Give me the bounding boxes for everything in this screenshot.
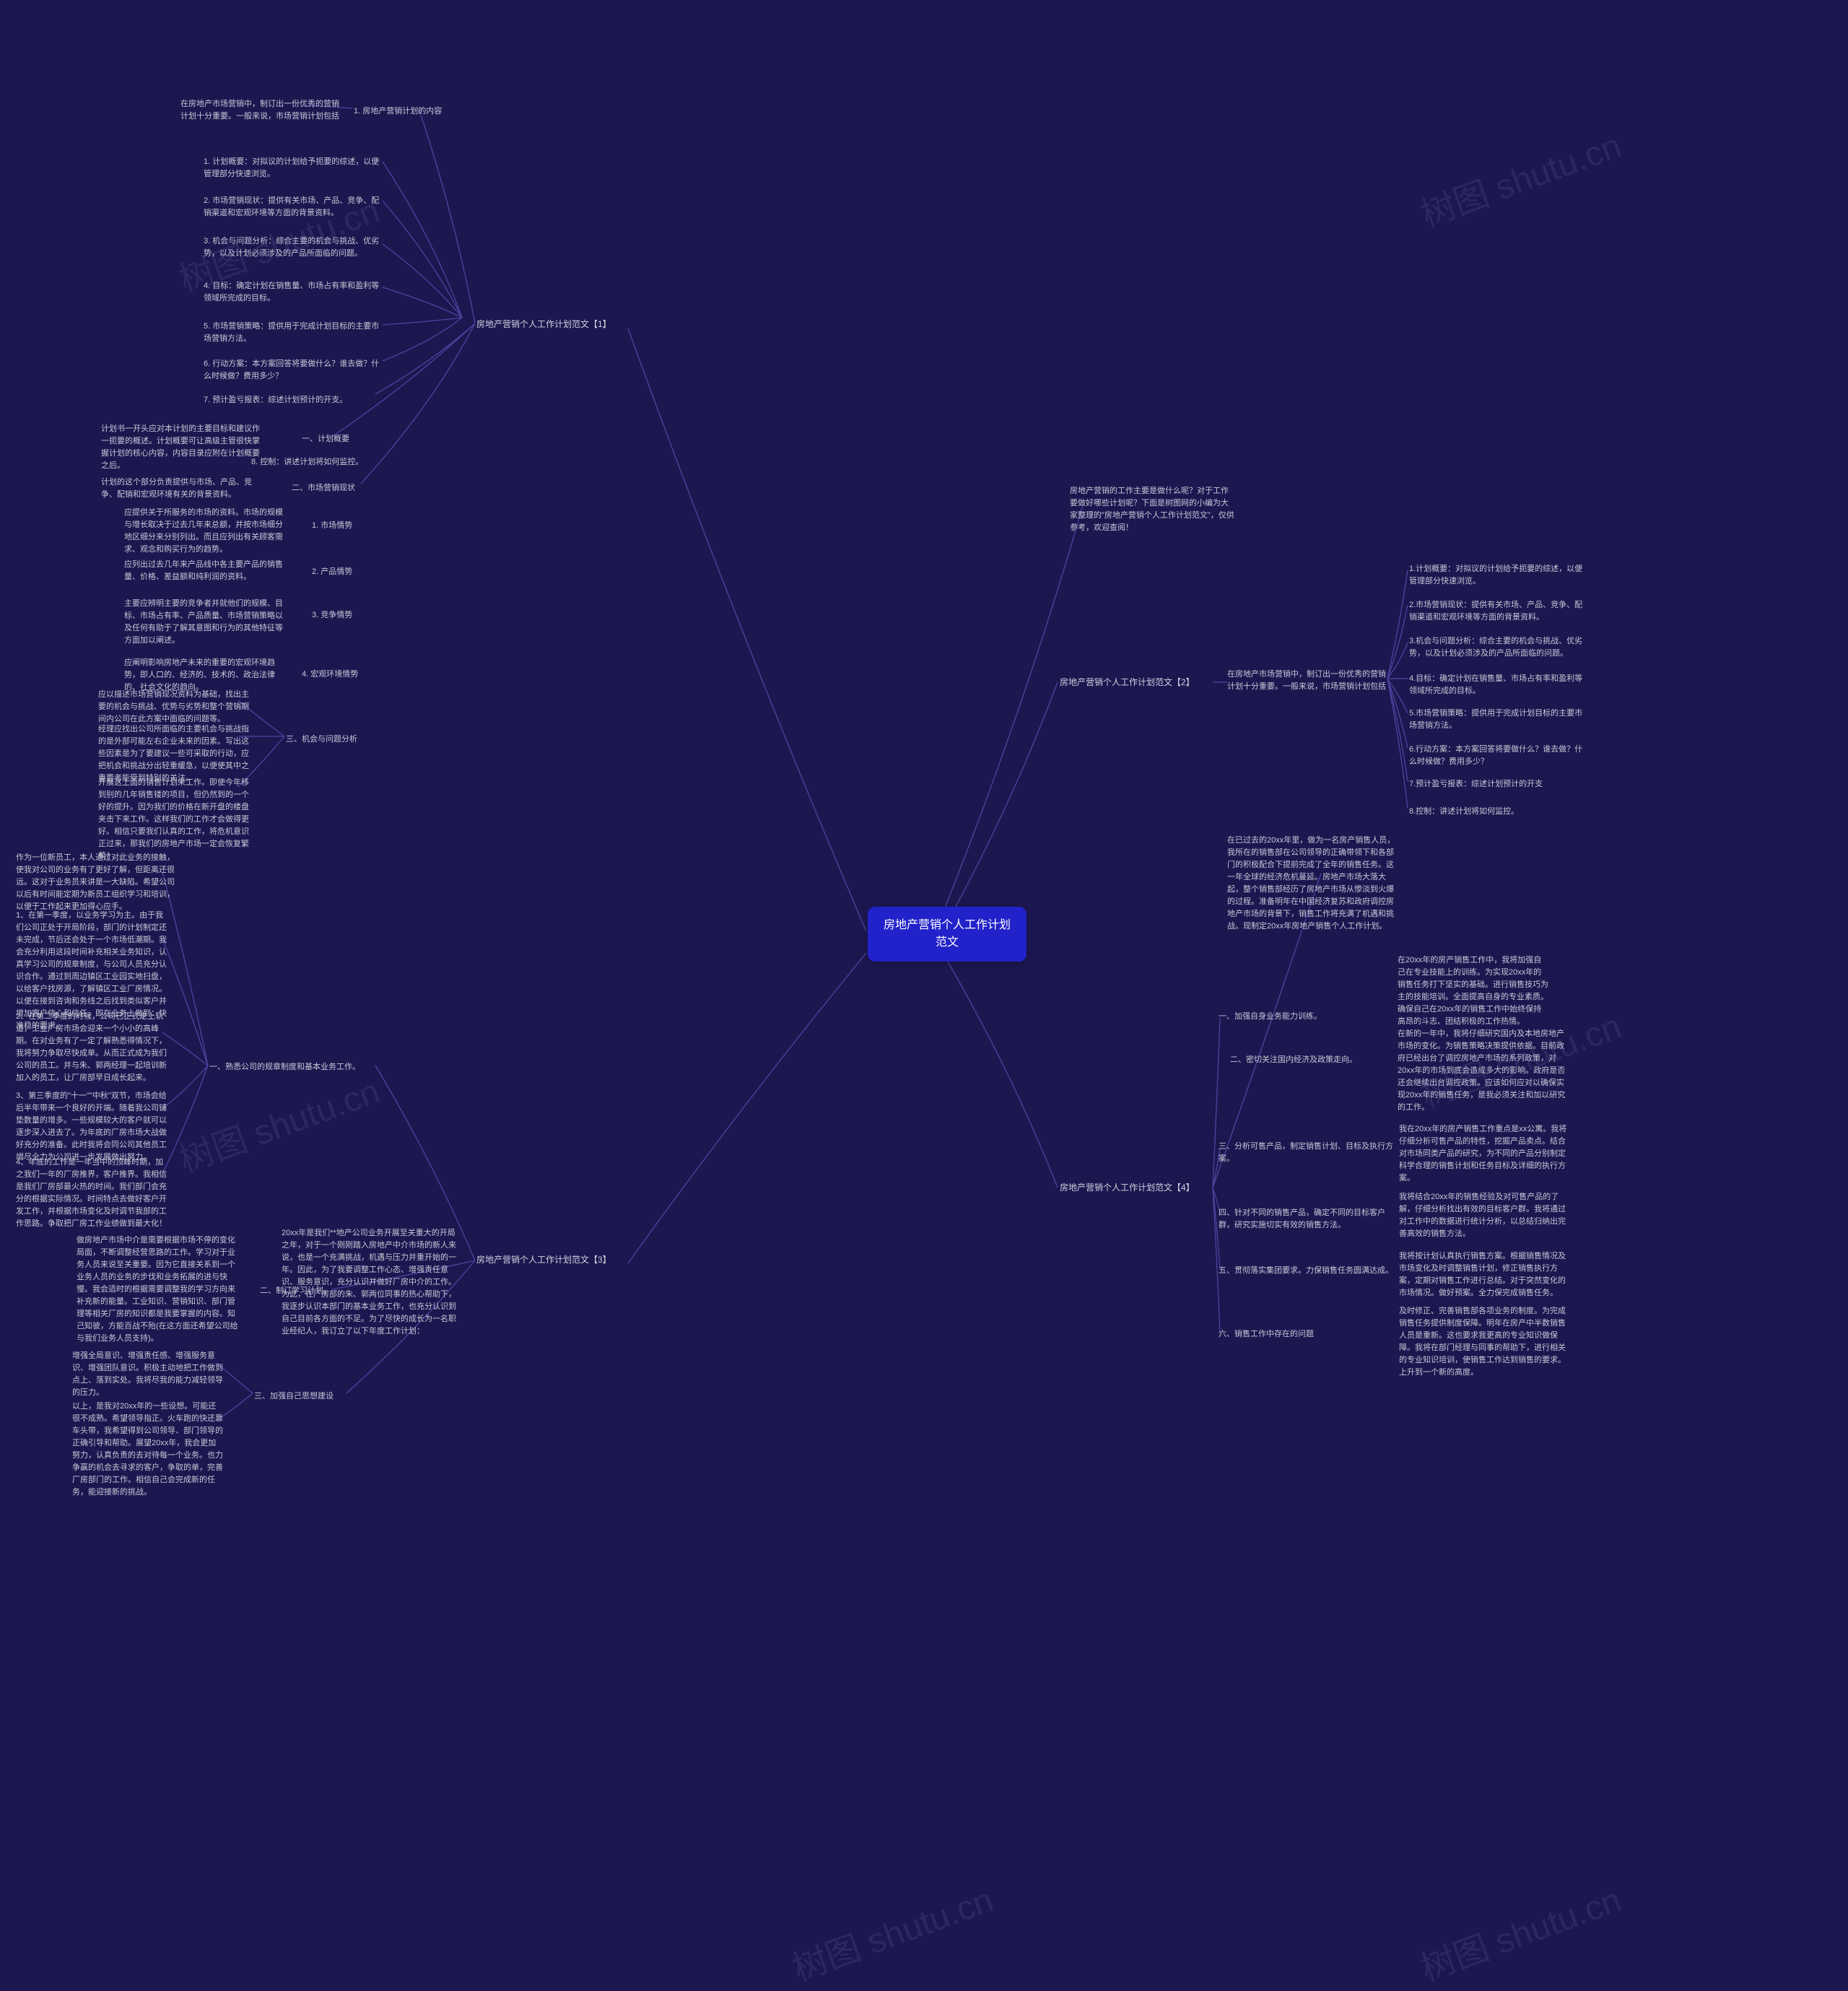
sub-note: 二、密切关注国内经济及政策走向。	[1230, 1054, 1357, 1066]
branch-note: 在房地产市场营销中，制订出一份优秀的营销计划十分重要。一般来说，市场营销计划包括	[1227, 668, 1393, 693]
child-node: 2.市场营销现状：提供有关市场、产品、竞争、配销渠道和宏观环境等方面的背景资料。	[1409, 599, 1590, 624]
sub-note: 开展这上面的销售计划来工作。即使今年移到别的几年销售镂的项目，但仍然到的一个好的…	[98, 777, 250, 863]
child-node: 4. 目标：确定计划在销售量、市场占有率和盈利等领域所完成的目标。	[204, 280, 384, 305]
child-node: 6.行动方案：本方案回答将要做什么？谁去做？什么时候做？费用多少？	[1409, 744, 1590, 768]
child-node: 3. 竞争情势	[312, 609, 352, 622]
child-node: 二、制订学习计划。	[260, 1285, 331, 1297]
child-note: 我将结合20xx年的销售经验及对可售产品的了解，仔细分析找出有效的目标客户群。我…	[1399, 1191, 1572, 1240]
child-node: 7. 预计盈亏报表：综述计划预计的开支。	[204, 394, 347, 406]
sub-note: 2、在第二季度的时候，公司已正式走上轨道，工业厂房市场会迎来一个小小的高峰期。在…	[16, 1011, 167, 1084]
child-node: 1. 计划概要：对拟议的计划给予扼要的综述，以便管理部分快速浏览。	[204, 156, 384, 180]
sub-note: 在20xx年的房产销售工作中，我将加强自己在专业技能上的训练。为实现20xx年的…	[1398, 954, 1549, 1028]
child-node: 2. 市场营销现状：提供有关市场、产品、竞争、配销渠道和宏观环境等方面的背景资料…	[204, 195, 384, 219]
child-note: 主要应辨明主要的竞争者并就他们的规模、目标、市场占有率、产品质量、市场营销策略以…	[124, 598, 290, 647]
center-title-2: 范文	[884, 934, 1011, 951]
child-node: 7.预计盈亏报表：综述计划预计的开支	[1409, 778, 1543, 790]
child-node: 一、加强自身业务能力训练。	[1219, 1011, 1322, 1023]
child-note: 做房地产市场中介是需要根据市场不停的变化局面，不断调整经营思路的工作。学习对于业…	[77, 1234, 243, 1345]
child-node: 5.市场营销策略：提供用于完成计划目标的主要市场营销方法。	[1409, 707, 1590, 732]
sub-note: 以上，是我对20xx年的一些设想。可能还很不成熟。希望领导指正。火车跑的快还靠车…	[72, 1400, 224, 1499]
watermark: 树图 shutu.cn	[1413, 117, 1627, 236]
child-node: 8.控制：讲述计划将如何监控。	[1409, 806, 1519, 818]
child-node: 2. 产品情势	[312, 566, 352, 578]
sub-note: 4、年底的工作是一年当中的顶峰时期，加之我们一年的厂房推界，客户推界。我相信是我…	[16, 1156, 167, 1230]
child-note: 应提供关于所服务的市场的资料。市场的规模与增长取决于过去几年来总额，并按市场细分…	[124, 507, 290, 556]
child-node: 4. 宏观环境情势	[302, 668, 358, 681]
child-node: 一、熟悉公司的规章制度和基本业务工作。	[209, 1061, 360, 1073]
child-node: 3.机会与问题分析：综合主要的机会与挑战、优劣势，以及计划必须涉及的产品所面临的…	[1409, 635, 1590, 660]
child-node: 三、加强自己思想建设	[254, 1390, 334, 1403]
watermark: 树图 shutu.cn	[1413, 1871, 1627, 1990]
branch-note: 在已过去的20xx年里，做为一名房产销售人员，我所在的销售部在公司领导的正确带领…	[1227, 835, 1400, 933]
child-node: 4.目标：确定计划在销售量、市场占有率和盈利等领域所完成的目标。	[1409, 673, 1590, 697]
intro-text: 房地产营销的工作主要是做什么呢？对于工作要做好哪些计划呢？下面是树图网的小编为大…	[1070, 485, 1236, 534]
child-note: 作为一位新员工，本人通过对此业务的接触，使我对公司的业务有了更好了解，但距离还很…	[16, 852, 182, 913]
sub-note: 应以描述市场营销现况资料为基础，找出主要的机会与挑战、优势与劣势和整个营销期间内…	[98, 689, 250, 726]
branch-note: 20xx年是我们**地产公司业务开展至关重大的开局之年，对于一个刚刚踏入房地产中…	[282, 1227, 462, 1338]
child-node: 二、市场营销现状	[292, 482, 355, 495]
child-node: 三、机会与问题分析	[286, 733, 357, 746]
child-note: 及时修正、完善销售部各项业务的制度。为完成销售任务提供制度保障。明年在房产中半数…	[1399, 1305, 1572, 1379]
child-note: 在房地产市场营销中，制订出一份优秀的营销计划十分重要。一般来说，市场营销计划包括	[180, 98, 346, 123]
child-note: 应列出过去几年来产品线中各主要产品的销售量、价格、差益额和纯利润的资料。	[124, 559, 290, 583]
branch-label: 房地产营销个人工作计划范文【4】	[1060, 1181, 1195, 1195]
child-note: 我将按计划认真执行销售方案。根据销售情况及市场变化及时调整销售计划，修正销售执行…	[1399, 1250, 1572, 1299]
child-note: 我在20xx年的房产销售工作重点是xx公寓。我将仔细分析可售产品的特性，挖掘产品…	[1399, 1123, 1572, 1185]
branch-label: 房地产营销个人工作计划范文【1】	[476, 318, 611, 331]
child-node: 三、分析可售产品，制定销售计划、目标及执行方案。	[1219, 1141, 1399, 1165]
child-node: 六、销售工作中存在的问题	[1219, 1328, 1314, 1341]
child-node: 3. 机会与问题分析：综合主要的机会与挑战、优劣势，以及计划必须涉及的产品所面临…	[204, 235, 384, 260]
child-node: 6. 行动方案：本方案回答将要做什么？谁去做？什么时候做？费用多少？	[204, 358, 384, 383]
child-node: 1. 房地产营销计划的内容	[354, 105, 442, 118]
child-node: 四、针对不同的销售产品，确定不同的目标客户群，研究实施切实有效的销售方法。	[1219, 1207, 1399, 1232]
child-node: 1. 市场情势	[312, 520, 352, 532]
child-node: 五、贯彻落实集团要求。力保销售任务圆满达成。	[1219, 1265, 1393, 1277]
child-node: 8. 控制：讲述计划将如何监控。	[251, 456, 363, 469]
sub-note: 3、第三季度的"十一""中秋"双节，市场会给后半年带来一个良好的开端。随着我公司…	[16, 1090, 167, 1164]
center-node: 房地产营销个人工作计划 范文	[868, 907, 1027, 962]
watermark: 树图 shutu.cn	[785, 1871, 999, 1990]
child-node: 5. 市场营销策略：提供用于完成计划目标的主要市场营销方法。	[204, 321, 384, 345]
sub-note: 增强全局意识、增强责任感、增强服务意识、增强团队意识。积极主动地把工作做到点上、…	[72, 1350, 224, 1399]
center-title-1: 房地产营销个人工作计划	[884, 917, 1011, 934]
branch-label: 房地产营销个人工作计划范文【3】	[476, 1253, 611, 1267]
child-note: 计划书一开头应对本计划的主要目标和建议作一扼要的概述。计划概要可让高级主管很快掌…	[101, 423, 267, 472]
child-node: 一、计划概要	[302, 433, 349, 445]
watermark: 树图 shutu.cn	[171, 1063, 385, 1182]
sub-note: 经理应找出公司所面临的主要机会与挑战指的是外部可能左右企业未来的因素。写出这些因…	[98, 723, 250, 785]
child-note: 计划的这个部分负责提供与市场、产品、竞争、配销和宏观环境有关的背景资料。	[101, 476, 267, 501]
sub-note-r: 在新的一年中，我将仔细研究国内及本地房地产市场的变化。为销售策略决策提供依据。目…	[1398, 1028, 1571, 1114]
child-node: 1.计划概要：对拟议的计划给予扼要的综述，以便管理部分快速浏览。	[1409, 563, 1590, 588]
branch-label: 房地产营销个人工作计划范文【2】	[1060, 676, 1195, 689]
